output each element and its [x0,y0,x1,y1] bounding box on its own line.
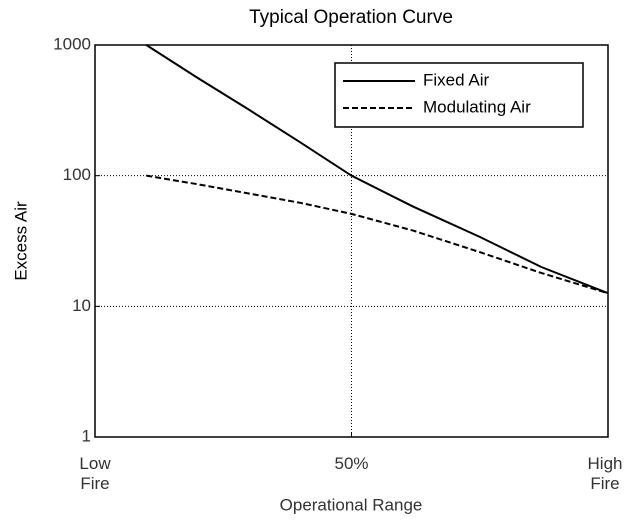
chart-title: Typical Operation Curve [249,7,453,28]
legend-label: Fixed Air [423,70,489,89]
y-tick-label: 100 [63,165,91,184]
series-line [146,174,609,295]
y-tick-label: 1000 [53,34,91,53]
y-tick-label: 10 [72,296,91,315]
y-tick-label: 1 [82,426,91,445]
legend-box [334,62,584,128]
y-axis-label: Excess Air [11,201,30,281]
series-line [145,44,609,295]
x-axis-label: Operational Range [280,495,423,514]
x-tick-label: 50% [334,454,369,473]
x-tick-label: Low Fire [79,454,111,493]
legend-label: Modulating Air [423,97,531,116]
x-tick-label: High Fire [587,454,623,493]
